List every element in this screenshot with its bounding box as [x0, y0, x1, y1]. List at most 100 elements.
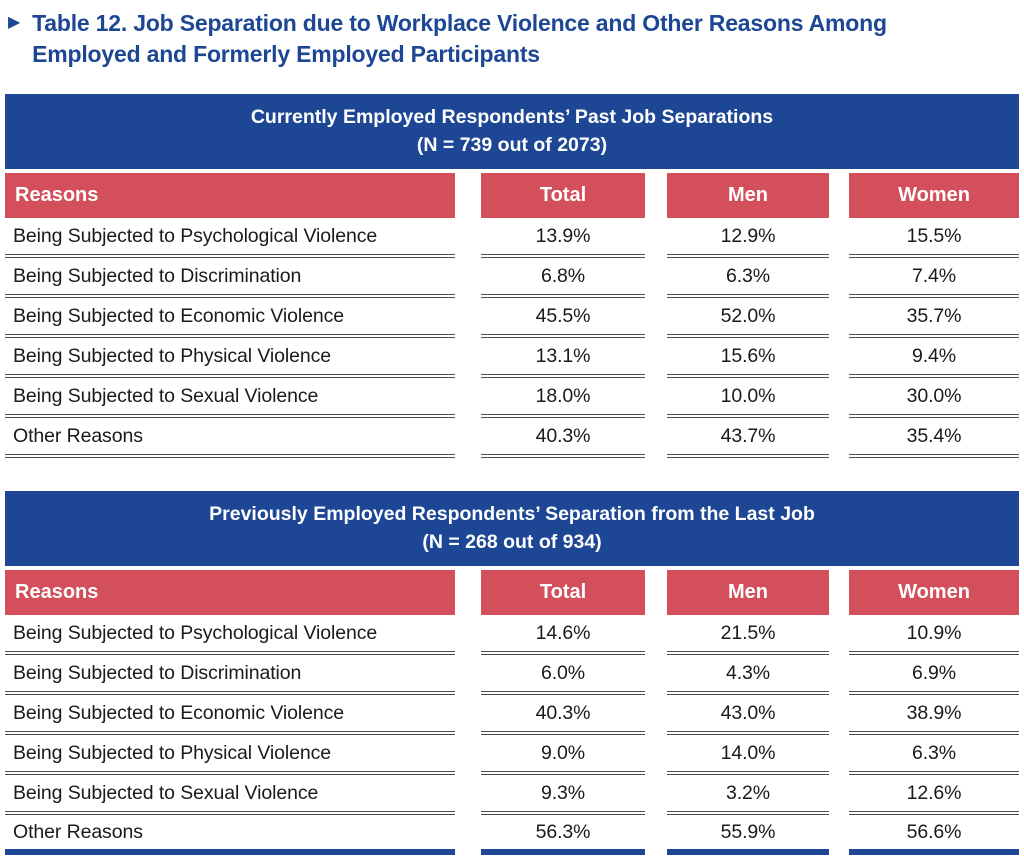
reason-cell: Other Reasons — [5, 418, 455, 459]
total-cell: 13.9% — [481, 218, 645, 259]
column-gutter — [645, 655, 667, 695]
column-gutter — [829, 615, 849, 655]
column-gutter — [645, 775, 667, 815]
column-gutter — [829, 338, 849, 378]
table-row: Being Subjected to Discrimination 6.8% 6… — [5, 258, 1019, 299]
table-row: Being Subjected to Sexual Violence 9.3% … — [5, 775, 1019, 816]
women-cell: 9.4% — [849, 338, 1019, 379]
men-cell: 43.7% — [667, 418, 829, 459]
women-cell: 15.5% — [849, 218, 1019, 259]
column-gutter — [645, 378, 667, 418]
column-gutter — [829, 655, 849, 695]
total-cell: 9.3% — [481, 775, 645, 816]
table-caption-line1: Table 12. Job Separation due to Workplac… — [32, 10, 887, 36]
column-gutter — [455, 570, 481, 615]
total-cell: 45.5% — [481, 298, 645, 339]
reason-cell: Being Subjected to Psychological Violenc… — [5, 615, 455, 656]
column-header-reasons: Reasons — [5, 570, 455, 616]
column-header-women: Women — [849, 570, 1019, 616]
column-gutter — [829, 570, 849, 615]
column-gutter — [455, 258, 481, 298]
men-cell: 52.0% — [667, 298, 829, 339]
table-row: Other Reasons 56.3% 55.9% 56.6% — [5, 815, 1019, 856]
table-row: Being Subjected to Psychological Violenc… — [5, 615, 1019, 656]
column-gutter — [455, 173, 481, 218]
women-cell: 30.0% — [849, 378, 1019, 419]
table-banner-title: Previously Employed Respondents’ Separat… — [209, 503, 815, 526]
table-body: Being Subjected to Psychological Violenc… — [5, 218, 1019, 459]
table-caption-line2: Employed and Formerly Employed Participa… — [32, 40, 540, 67]
column-gutter — [455, 775, 481, 815]
total-cell: 6.0% — [481, 655, 645, 696]
column-gutter — [829, 218, 849, 258]
column-gutter — [455, 338, 481, 378]
column-gutter — [455, 298, 481, 338]
table-row: Being Subjected to Economic Violence 40.… — [5, 695, 1019, 736]
bullet-triangle-icon: ▶ — [8, 14, 21, 31]
total-cell: 40.3% — [481, 418, 645, 459]
table-row: Being Subjected to Physical Violence 13.… — [5, 338, 1019, 379]
reason-cell: Other Reasons — [5, 815, 455, 856]
women-cell: 12.6% — [849, 775, 1019, 816]
reason-cell: Being Subjected to Physical Violence — [5, 338, 455, 379]
reason-cell: Being Subjected to Economic Violence — [5, 695, 455, 736]
reason-cell: Being Subjected to Sexual Violence — [5, 378, 455, 419]
table-caption: ▶ Table 12. Job Separation due to Workpl… — [8, 8, 1019, 69]
column-gutter — [829, 815, 849, 855]
column-gutter — [455, 695, 481, 735]
column-header-men: Men — [667, 570, 829, 616]
column-gutter — [645, 615, 667, 655]
table-previously-employed: Previously Employed Respondents’ Separat… — [5, 491, 1019, 856]
total-cell: 14.6% — [481, 615, 645, 656]
column-gutter — [645, 418, 667, 458]
table-caption-text: Table 12. Job Separation due to Workplac… — [32, 8, 887, 69]
table-row: Being Subjected to Physical Violence 9.0… — [5, 735, 1019, 776]
men-cell: 3.2% — [667, 775, 829, 816]
table-row: Other Reasons 40.3% 43.7% 35.4% — [5, 418, 1019, 459]
total-cell: 18.0% — [481, 378, 645, 419]
men-cell: 55.9% — [667, 815, 829, 856]
column-gutter — [645, 695, 667, 735]
men-cell: 43.0% — [667, 695, 829, 736]
women-cell: 7.4% — [849, 258, 1019, 299]
table-banner-title: Currently Employed Respondents’ Past Job… — [250, 106, 774, 129]
women-cell: 35.4% — [849, 418, 1019, 459]
table-banner-subtitle: (N = 739 out of 2073) — [416, 133, 608, 156]
women-cell: 35.7% — [849, 298, 1019, 339]
reason-cell: Being Subjected to Physical Violence — [5, 735, 455, 776]
men-cell: 4.3% — [667, 655, 829, 696]
column-gutter — [829, 298, 849, 338]
women-cell: 10.9% — [849, 615, 1019, 656]
women-cell: 6.3% — [849, 735, 1019, 776]
column-gutter — [645, 338, 667, 378]
column-gutter — [645, 735, 667, 775]
table-banner: Currently Employed Respondents’ Past Job… — [5, 94, 1019, 170]
women-cell: 38.9% — [849, 695, 1019, 736]
column-gutter — [645, 218, 667, 258]
reason-cell: Being Subjected to Economic Violence — [5, 298, 455, 339]
table-banner: Previously Employed Respondents’ Separat… — [5, 491, 1019, 567]
column-gutter — [829, 695, 849, 735]
column-gutter — [455, 655, 481, 695]
column-gutter — [829, 258, 849, 298]
table-row: Being Subjected to Sexual Violence 18.0%… — [5, 378, 1019, 419]
column-header-women: Women — [849, 173, 1019, 219]
reason-cell: Being Subjected to Discrimination — [5, 655, 455, 696]
column-header-reasons: Reasons — [5, 173, 455, 219]
table-row: Being Subjected to Economic Violence 45.… — [5, 298, 1019, 339]
column-gutter — [455, 378, 481, 418]
men-cell: 14.0% — [667, 735, 829, 776]
men-cell: 10.0% — [667, 378, 829, 419]
column-gutter — [455, 218, 481, 258]
men-cell: 15.6% — [667, 338, 829, 379]
column-gutter — [455, 735, 481, 775]
column-gutter — [829, 418, 849, 458]
reason-cell: Being Subjected to Sexual Violence — [5, 775, 455, 816]
column-gutter — [645, 815, 667, 855]
column-header-row: Reasons Total Men Women — [5, 570, 1019, 616]
men-cell: 21.5% — [667, 615, 829, 656]
total-cell: 40.3% — [481, 695, 645, 736]
column-gutter — [645, 570, 667, 615]
table-row: Being Subjected to Discrimination 6.0% 4… — [5, 655, 1019, 696]
